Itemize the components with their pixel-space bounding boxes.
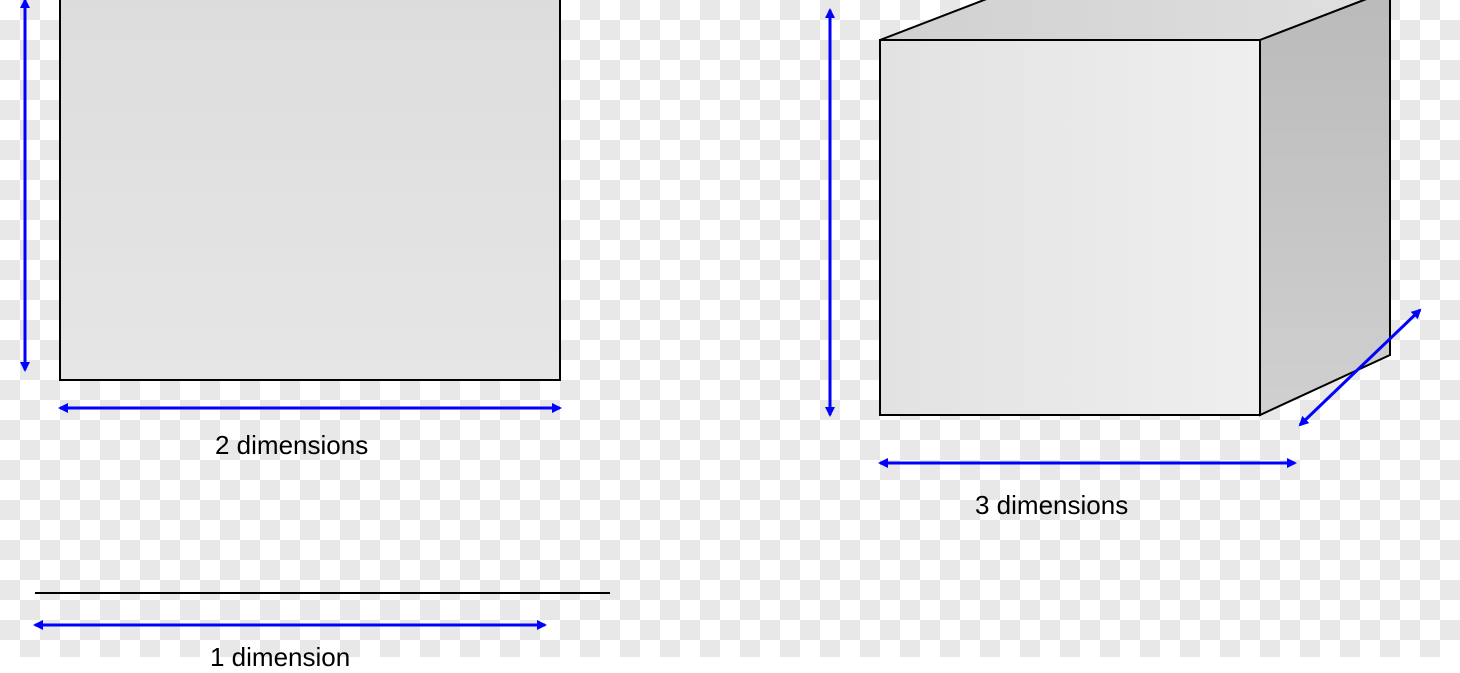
square-shape <box>60 0 560 380</box>
cube-side-face <box>1260 0 1390 415</box>
square-label: 2 dimensions <box>215 430 368 461</box>
cube-front-face <box>880 40 1260 415</box>
diagram-svg <box>0 0 1460 657</box>
line-1d-label: 1 dimension <box>210 642 350 673</box>
cube-label: 3 dimensions <box>975 490 1128 521</box>
